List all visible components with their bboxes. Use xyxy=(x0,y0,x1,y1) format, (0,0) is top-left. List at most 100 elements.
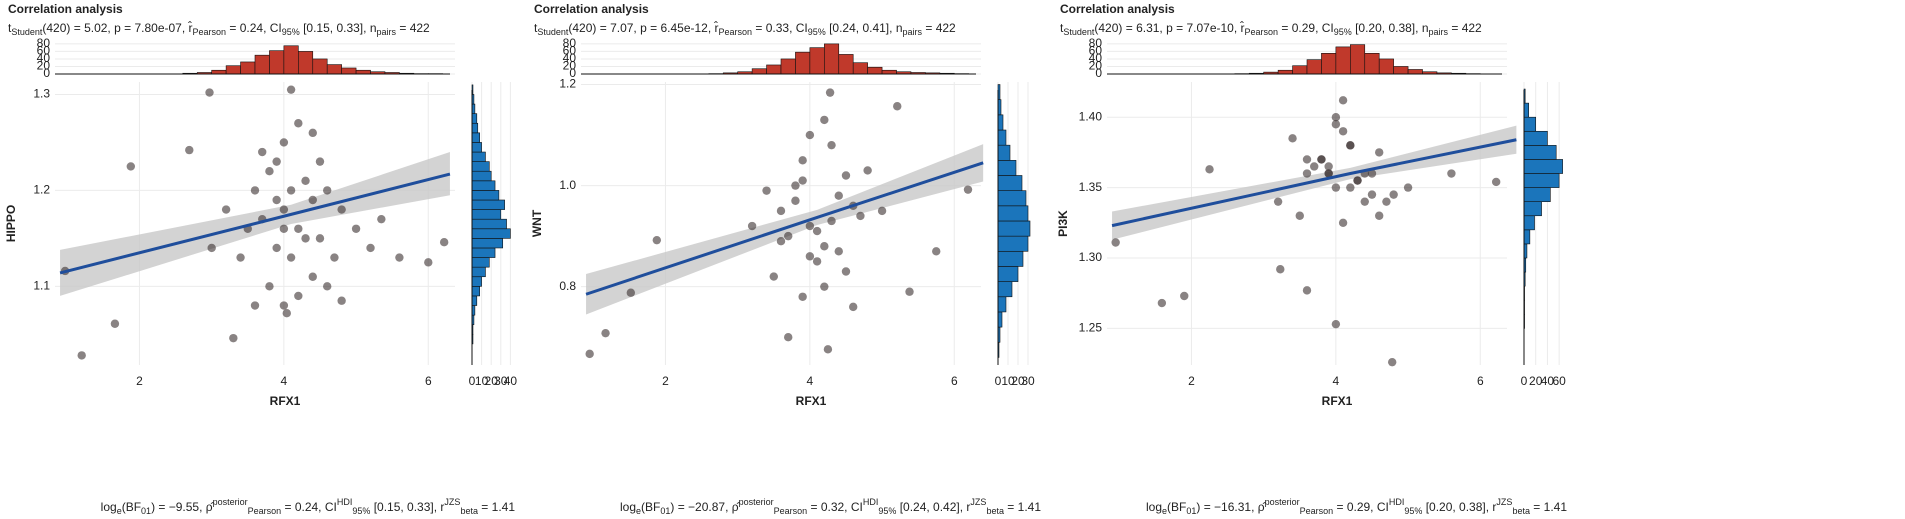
hist-bar xyxy=(1393,66,1409,75)
point xyxy=(820,242,829,251)
point xyxy=(849,302,858,312)
hist-tick-label: 20 xyxy=(37,59,51,73)
text-segment: 95% xyxy=(1404,506,1422,516)
hist-bar xyxy=(1350,44,1366,75)
text-segment: Pearson xyxy=(248,506,282,516)
point xyxy=(272,195,281,205)
x-tick-label: 6 xyxy=(1477,374,1484,388)
point xyxy=(279,224,289,233)
hist-tick-label: 60 xyxy=(563,44,577,58)
hist-bar xyxy=(852,62,868,75)
point xyxy=(207,243,216,253)
y-tick-label: 0.8 xyxy=(559,279,576,293)
hist-bar xyxy=(471,122,479,134)
point xyxy=(330,253,339,262)
point xyxy=(820,282,829,291)
hist-bar xyxy=(471,247,496,258)
point xyxy=(1346,141,1355,150)
text-segment: r̂ xyxy=(714,20,719,35)
text-segment: [0.20, 0.38], xyxy=(1422,500,1492,514)
hist-bar xyxy=(471,295,478,306)
point xyxy=(258,147,267,157)
hist-bar xyxy=(867,66,883,75)
point xyxy=(626,288,636,297)
hist-bar xyxy=(795,51,811,75)
text-segment: = 0.32, CI xyxy=(807,500,863,514)
hist-bar xyxy=(838,54,854,75)
text-segment: ρ̂ xyxy=(732,500,741,514)
point xyxy=(250,301,260,310)
text-segment: = 0.29, CI xyxy=(1278,21,1334,35)
point xyxy=(769,272,778,281)
point xyxy=(337,296,346,305)
text-segment: p xyxy=(114,21,121,35)
text-segment: r̂ xyxy=(188,20,193,35)
y-tick-label: 1.1 xyxy=(33,279,50,293)
text-segment: Student xyxy=(1063,27,1095,37)
text-segment: Student xyxy=(11,27,43,37)
chart-title: Correlation analysis xyxy=(534,2,649,16)
text-segment: 95% xyxy=(282,27,300,37)
text-segment: Student xyxy=(537,27,569,37)
hist-bar xyxy=(997,266,1019,282)
hist-bar xyxy=(1321,52,1337,75)
text-segment: 95% xyxy=(352,506,370,516)
point xyxy=(272,157,281,166)
text-segment: beta xyxy=(460,506,478,516)
text-segment: [0.24, 0.42], xyxy=(896,500,966,514)
y-tick-label: 1.30 xyxy=(1079,250,1103,264)
hist-tick-label: 0 xyxy=(1095,66,1102,80)
text-segment: = 0.29, CI xyxy=(1333,500,1389,514)
y-axis-label: PI3K xyxy=(1056,210,1070,237)
x-axis-label: RFX1 xyxy=(796,394,827,408)
text-segment: Pearson xyxy=(774,506,808,516)
hist-bar xyxy=(1523,229,1531,245)
point xyxy=(236,253,245,262)
hist-tick-label: 20 xyxy=(563,59,577,73)
point xyxy=(1331,120,1341,129)
hist-bar xyxy=(1523,116,1537,132)
hist-tick-label: 0 xyxy=(995,374,1002,388)
chart-caption: loge(BF01) = −20.87, ρ̂posteriorPearson … xyxy=(620,497,1041,516)
hist-tick-label: 0 xyxy=(569,66,576,80)
text-segment: = 422 xyxy=(1448,21,1482,35)
point xyxy=(1387,357,1397,367)
hist-bar xyxy=(471,132,480,143)
text-segment: = 0.33, CI xyxy=(752,21,808,35)
point xyxy=(377,214,386,224)
text-segment: (420) = 6.31, xyxy=(1094,21,1166,35)
x-tick-label: 4 xyxy=(807,374,814,388)
point xyxy=(827,140,836,150)
hist-tick-label: 40 xyxy=(1089,51,1103,65)
hist-bar xyxy=(1523,201,1542,217)
point xyxy=(762,186,771,195)
x-axis-label: RFX1 xyxy=(1322,394,1353,408)
text-segment: Pearson xyxy=(1300,506,1334,516)
y-tick-label: 1.40 xyxy=(1079,109,1103,123)
hist-bar xyxy=(1335,46,1351,75)
text-segment: ρ̂ xyxy=(1258,500,1267,514)
hist-tick-label: 40 xyxy=(504,374,518,388)
hist-bar xyxy=(997,114,1004,131)
hist-tick-label: 40 xyxy=(1541,374,1555,388)
panel: Correlation analysis tStudent(420) = 7.07… xyxy=(530,2,1041,516)
text-segment: ) = −16.31, xyxy=(1196,500,1257,514)
text-segment: n xyxy=(370,21,377,35)
point xyxy=(841,171,851,180)
hist-bar xyxy=(780,58,796,75)
point xyxy=(279,205,289,214)
point xyxy=(286,186,296,195)
text-segment: log xyxy=(101,500,117,514)
text-segment: pairs xyxy=(1429,27,1449,37)
point xyxy=(1360,197,1369,206)
text-segment: JZS xyxy=(444,497,460,507)
text-segment: = 1.41 xyxy=(1530,500,1567,514)
text-segment: 01 xyxy=(660,506,670,516)
point xyxy=(294,224,303,233)
hist-bar xyxy=(471,209,502,220)
text-segment: pairs xyxy=(377,27,397,37)
point xyxy=(841,267,851,276)
point xyxy=(279,138,289,147)
hist-bar xyxy=(997,250,1024,267)
hist-tick-label: 80 xyxy=(563,36,577,50)
